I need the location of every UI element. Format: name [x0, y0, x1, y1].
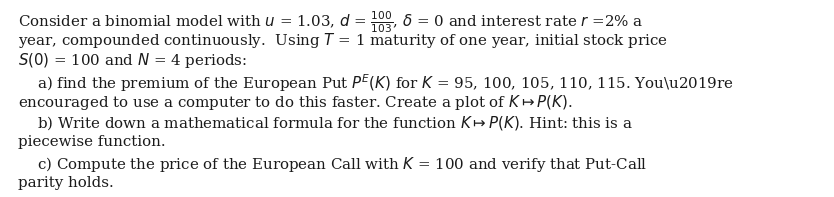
Text: a) find the premium of the European Put $P^{E}(K)$ for $K$ = 95, 100, 105, 110, : a) find the premium of the European Put …: [18, 72, 734, 94]
Text: piecewise function.: piecewise function.: [18, 135, 166, 149]
Text: parity holds.: parity holds.: [18, 176, 114, 190]
Text: encouraged to use a computer to do this faster. Create a plot of $K \mapsto P(K): encouraged to use a computer to do this …: [18, 93, 573, 112]
Text: year, compounded continuously.  Using $T$ = 1 maturity of one year, initial stoc: year, compounded continuously. Using $T$…: [18, 31, 668, 50]
Text: b) Write down a mathematical formula for the function $K \mapsto P(K)$. Hint: th: b) Write down a mathematical formula for…: [18, 114, 633, 132]
Text: Consider a binomial model with $u$ = 1.03, $d$ = $\frac{100}{103}$, $\delta$ = 0: Consider a binomial model with $u$ = 1.0…: [18, 10, 644, 35]
Text: $S(0)$ = 100 and $N$ = 4 periods:: $S(0)$ = 100 and $N$ = 4 periods:: [18, 51, 248, 70]
Text: c) Compute the price of the European Call with $K$ = 100 and verify that Put-Cal: c) Compute the price of the European Cal…: [18, 155, 648, 174]
